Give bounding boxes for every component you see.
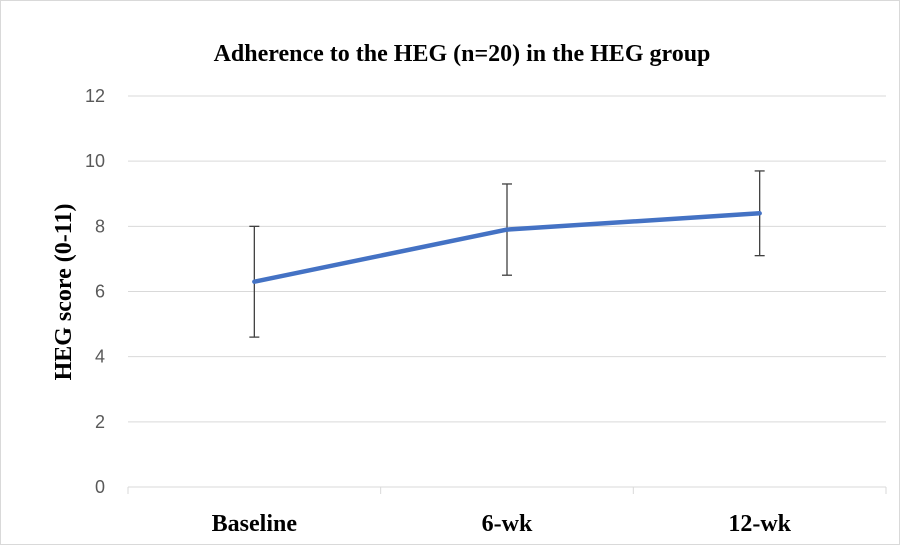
- error-bars: [249, 170, 765, 338]
- x-tick-label: Baseline: [212, 511, 298, 537]
- y-tick-label: 2: [95, 412, 105, 432]
- y-tick-label: 6: [95, 282, 105, 302]
- x-tick-label: 12-wk: [728, 511, 791, 537]
- y-tick-label: 0: [95, 477, 105, 497]
- series-line: [252, 211, 762, 284]
- x-tick-labels: Baseline 6-wk 12-wk: [212, 511, 792, 537]
- x-tick-label: 6-wk: [482, 511, 533, 537]
- x-axis: [127, 486, 887, 494]
- y-tick-label: 8: [95, 216, 105, 236]
- chart-title: Adherence to the HEG (n=20) in the HEG g…: [214, 41, 711, 67]
- y-axis-label: HEG score (0-11): [51, 204, 77, 381]
- y-tick-label: 12: [85, 86, 105, 106]
- series-lines: [252, 211, 762, 284]
- y-tick-labels: 0 2 4 6 8 10 12: [85, 86, 105, 497]
- y-tick-label: 10: [85, 151, 105, 171]
- y-tick-label: 4: [95, 347, 105, 367]
